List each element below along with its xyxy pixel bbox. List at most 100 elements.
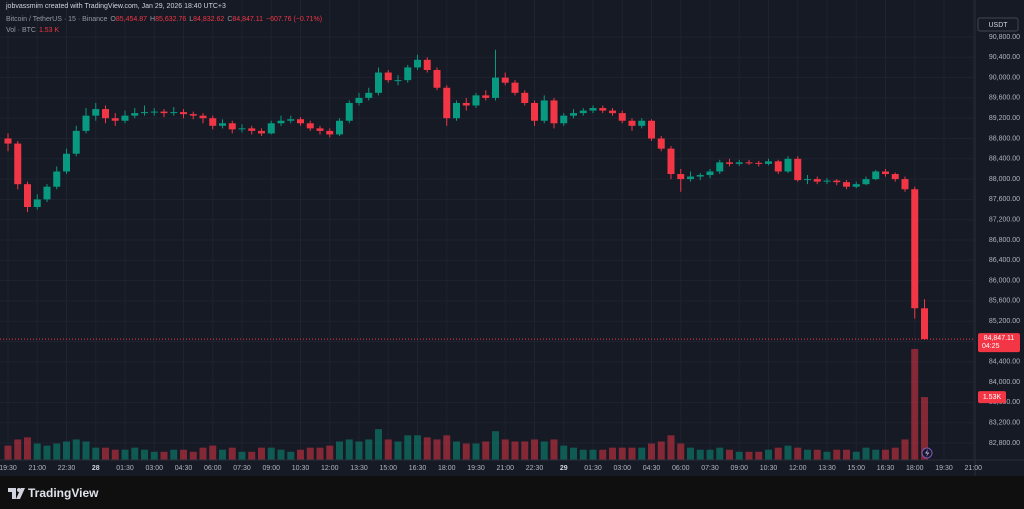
candle-body xyxy=(706,171,714,176)
close: 84,847.11 xyxy=(232,16,263,23)
candle-body xyxy=(219,123,226,126)
high: 85,632.76 xyxy=(155,16,187,23)
candle-body xyxy=(336,120,343,135)
volume-bar xyxy=(843,449,850,460)
o-label: O xyxy=(110,16,116,23)
volume-bar xyxy=(394,441,402,460)
x-tick-label: 19:30 xyxy=(467,465,485,472)
volume-bar xyxy=(63,441,70,460)
candle-body xyxy=(589,108,597,111)
candle-body xyxy=(345,102,353,121)
candle-body xyxy=(472,95,480,106)
volume-bar xyxy=(423,437,431,460)
candle-body xyxy=(511,82,519,93)
volume-bar xyxy=(638,447,646,460)
volume-bar xyxy=(726,449,733,460)
x-tick-label: 19:30 xyxy=(0,465,17,472)
h-label: H xyxy=(150,16,156,23)
volume-bar xyxy=(891,447,899,460)
x-tick-label: 28 xyxy=(92,465,100,472)
axes: 82,800.0083,200.0083,600.0084,000.0084,4… xyxy=(0,34,1020,472)
candle-body xyxy=(199,115,207,119)
volume-bar xyxy=(492,431,499,460)
change: −607.76 (−0.71%) xyxy=(266,16,323,23)
volume-bar xyxy=(774,447,782,460)
volume-bar xyxy=(599,449,607,460)
candle-body xyxy=(82,115,90,131)
currency: USDT xyxy=(988,22,1008,29)
candle-body xyxy=(628,120,636,126)
volume-bar xyxy=(482,441,490,460)
x-tick-label: 06:00 xyxy=(672,465,690,472)
candle-body xyxy=(696,175,704,177)
volume-bar xyxy=(784,445,792,460)
volume-bar xyxy=(326,445,334,460)
candle-body xyxy=(492,77,499,98)
candle-body xyxy=(170,112,178,114)
attribution: jobvassmim created with TradingView.com,… xyxy=(6,3,226,10)
candle-body xyxy=(833,180,841,183)
x-tick-label: 15:00 xyxy=(379,465,397,472)
volume-bar xyxy=(794,447,802,460)
open: 85,454.87 xyxy=(115,16,148,23)
volume-bar xyxy=(345,439,353,460)
x-tick-label: 07:30 xyxy=(233,465,251,472)
x-tick-label: 09:00 xyxy=(262,465,280,472)
y-tick-label: 86,800.00 xyxy=(989,237,1020,244)
x-tick-label: 29 xyxy=(560,465,568,472)
low: 84,832.62 xyxy=(193,16,225,23)
candle-body xyxy=(180,112,187,115)
volume-bar xyxy=(453,441,460,460)
x-tick-label: 16:30 xyxy=(877,465,895,472)
candle-body xyxy=(24,184,31,208)
volume-pane xyxy=(4,348,928,460)
volume-bar xyxy=(4,445,12,460)
candle-body xyxy=(755,162,763,164)
volume-bar xyxy=(687,447,694,460)
candle-body xyxy=(160,111,168,114)
volume-bar xyxy=(33,443,41,460)
candle-body xyxy=(550,100,558,124)
candle-body xyxy=(326,130,334,135)
candle-body xyxy=(150,111,158,113)
candle-body xyxy=(784,158,792,172)
candle-body xyxy=(657,138,665,149)
x-tick-label: 19:30 xyxy=(935,465,953,472)
volume-bar xyxy=(228,447,236,460)
candle-body xyxy=(53,171,61,187)
candle-body xyxy=(862,179,870,185)
candle-body xyxy=(765,161,772,164)
x-tick-label: 01:30 xyxy=(584,465,602,472)
volume-bar xyxy=(813,449,821,460)
volume-bar xyxy=(501,439,509,460)
volume-bar xyxy=(209,445,217,460)
volume-bar xyxy=(316,447,324,460)
x-tick-label: 01:30 xyxy=(116,465,134,472)
x-tick-label: 10:30 xyxy=(292,465,310,472)
candle-body xyxy=(872,171,880,180)
volume-bar xyxy=(511,441,519,460)
volume-bar xyxy=(238,451,246,460)
candle-body xyxy=(394,80,402,82)
l-label: L xyxy=(189,16,194,23)
x-tick-label: 04:30 xyxy=(643,465,661,472)
y-tick-label: 89,200.00 xyxy=(989,115,1020,122)
volume-bar xyxy=(911,348,919,460)
volume-bar xyxy=(170,449,178,460)
volume-bar xyxy=(735,451,743,460)
volume-bar xyxy=(180,449,187,460)
volume-bar xyxy=(833,449,841,460)
candle-body xyxy=(911,189,919,309)
y-tick-label: 87,200.00 xyxy=(989,217,1020,224)
attribution-line: jobvassmim created with TradingView.com,… xyxy=(6,3,226,10)
volume-bar xyxy=(141,449,148,460)
candle-body xyxy=(423,59,431,70)
candle-body xyxy=(579,110,587,114)
y-tick-label: 86,000.00 xyxy=(989,277,1020,284)
volume-bar xyxy=(72,439,80,460)
candle-body xyxy=(355,97,363,103)
candle-body xyxy=(453,102,460,119)
footer xyxy=(0,476,1024,509)
